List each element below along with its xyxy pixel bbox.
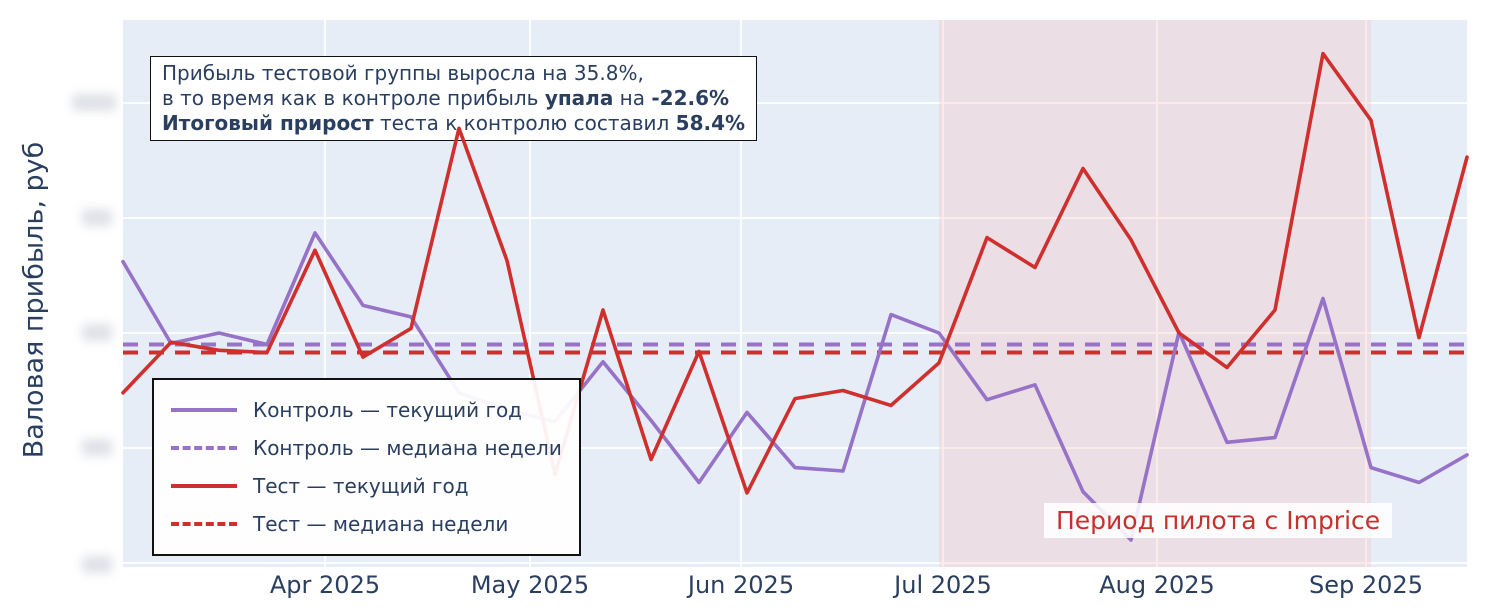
legend-label: Тест — текущий год [253,474,469,498]
legend-label: Контроль — текущий год [253,398,523,422]
annotation-line-2: в то время как в контроле прибыль упала … [162,86,730,110]
control-dashed-line-swatch [171,446,237,450]
legend-label: Тест — медиана недели [253,512,509,536]
x-tick-sep: Sep 2025 [1309,571,1423,599]
x-tick-aug: Aug 2025 [1099,571,1215,599]
control-line [121,231,1469,542]
legend-item-test-current[interactable]: Тест — текущий год [171,467,562,505]
y-tick-redacted [82,556,112,573]
legend-item-control-median[interactable]: Контроль — медиана недели [171,429,562,467]
legend-label: Контроль — медиана недели [253,436,562,460]
legend-item-control-current[interactable]: Контроль — текущий год [171,391,562,429]
annotation-box: Прибыль тестовой группы выросла на 35.8%… [150,56,758,141]
legend-item-test-median[interactable]: Тест — медиана недели [171,505,562,543]
x-tick-apr: Apr 2025 [269,571,381,599]
control-solid-line-swatch [171,408,237,412]
y-tick-redacted [72,94,116,111]
y-tick-redacted [82,209,112,226]
x-tick-may: May 2025 [470,571,590,599]
test-dashed-line-swatch [171,522,237,526]
annotation-line-3: Итоговый прирост теста к контролю состав… [162,111,746,135]
pilot-period-label: Период пилота с Imprice [1044,503,1393,538]
x-tick-jun: Jun 2025 [687,571,795,599]
annotation-line-1: Прибыль тестовой группы выросла на 35.8%… [162,61,644,85]
legend: Контроль — текущий год Контроль — медиан… [152,378,581,556]
x-tick-jul: Jul 2025 [894,571,992,599]
test-solid-line-swatch [171,484,237,488]
test-line [121,51,1469,495]
y-tick-redacted [82,324,112,341]
y-tick-redacted [82,439,112,456]
